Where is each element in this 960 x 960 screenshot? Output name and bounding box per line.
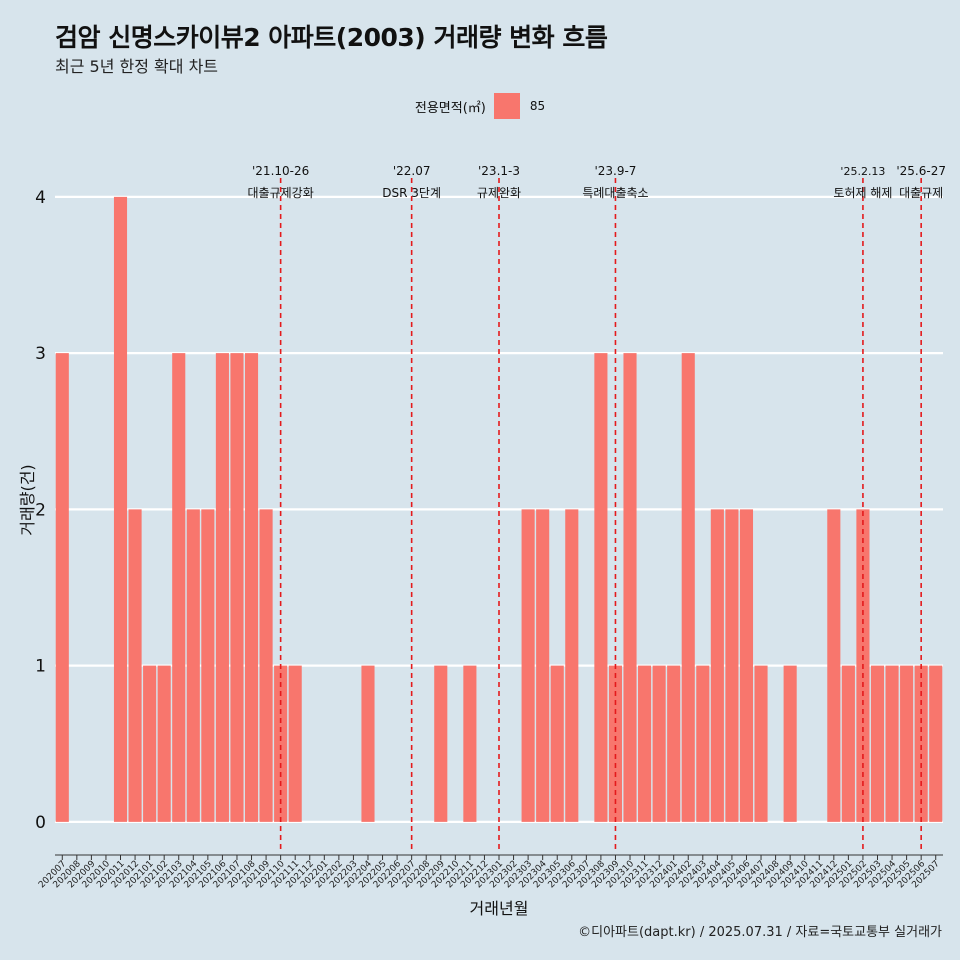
bar	[739, 509, 754, 822]
bar	[885, 665, 899, 822]
bar	[55, 353, 69, 822]
event-label: DSR 3단계	[382, 186, 441, 200]
bar	[608, 665, 623, 822]
bar	[565, 509, 579, 822]
bar	[681, 353, 695, 822]
bar	[361, 665, 375, 822]
bar	[215, 353, 229, 822]
legend-title: 전용면적(㎡)	[414, 100, 486, 116]
event-label: 대출규제	[899, 186, 943, 200]
event-date-label: '25.6-27	[896, 164, 946, 178]
bar	[186, 509, 200, 822]
bar	[157, 665, 171, 822]
bar	[536, 509, 550, 822]
event-label: 특례대출축소	[582, 186, 648, 200]
y-axis-title: 거래량(건)	[18, 464, 37, 535]
event-label: 규제완화	[477, 186, 521, 200]
legend: 전용면적(㎡) 85	[0, 93, 960, 119]
bar	[463, 665, 477, 822]
y-tick-label: 0	[35, 813, 46, 833]
bar	[521, 509, 535, 822]
y-tick-label: 1	[35, 657, 46, 677]
source-caption: ©디아파트(dapt.kr) / 2025.07.31 / 자료=국토교통부 실…	[578, 925, 942, 940]
bar	[434, 665, 448, 822]
bar	[259, 509, 273, 822]
bar	[870, 665, 885, 822]
bar	[667, 665, 681, 822]
y-tick-label: 3	[35, 344, 46, 364]
bar	[725, 509, 739, 822]
legend-label: 85	[529, 99, 546, 113]
bar	[783, 665, 797, 822]
event-date-label: '23.9-7	[594, 164, 636, 178]
bar	[754, 665, 768, 822]
event-date-label: '22.07	[393, 164, 431, 178]
bar	[841, 665, 855, 822]
bar	[244, 353, 259, 822]
bar	[914, 665, 928, 822]
bar	[696, 665, 710, 822]
bar	[827, 509, 841, 822]
bar	[710, 509, 724, 822]
bar	[172, 353, 186, 822]
bar	[929, 665, 943, 822]
event-label: 토허제 해제	[833, 186, 892, 200]
event-date-label: '25.2.13	[840, 165, 885, 178]
chart-subtitle: 최근 5년 한정 확대 차트	[55, 57, 219, 76]
event-label: 대출규제강화	[248, 186, 314, 200]
bar	[652, 665, 666, 822]
bar	[594, 353, 608, 822]
bar	[900, 665, 914, 822]
bar	[638, 665, 652, 822]
bar	[201, 509, 215, 822]
y-tick-label: 2	[35, 500, 46, 520]
bar	[274, 665, 288, 822]
bar	[623, 353, 637, 822]
x-axis-title: 거래년월	[470, 899, 529, 918]
bar	[550, 665, 564, 822]
bar	[113, 196, 128, 822]
y-tick-label: 4	[35, 188, 46, 208]
bar	[143, 665, 157, 822]
event-date-label: '21.10-26	[252, 164, 309, 178]
chart-title: 검암 신명스카이뷰2 아파트(2003) 거래량 변화 흐름	[55, 23, 608, 52]
bar	[230, 353, 244, 822]
bar	[288, 665, 302, 822]
event-date-label: '23.1-3	[478, 164, 520, 178]
legend-key-swatch	[493, 93, 520, 119]
bar	[128, 509, 142, 822]
